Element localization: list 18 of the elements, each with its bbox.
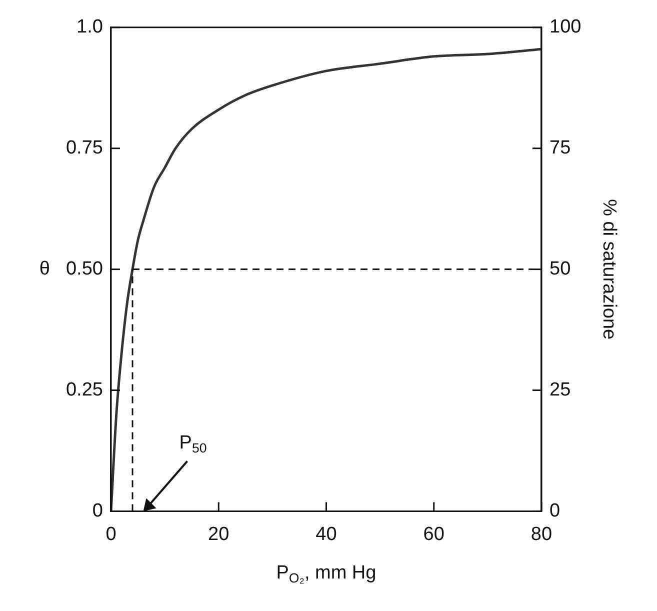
y2-tick-label: 75: [550, 138, 571, 159]
y2-tick-label: 50: [550, 258, 571, 280]
x-tick-label: 20: [208, 524, 230, 545]
y2-tick-label: 25: [550, 379, 571, 400]
y-tick-label: 0.50: [66, 258, 103, 280]
x-tick-label: 60: [423, 524, 444, 545]
y-tick-label: 0.75: [66, 138, 103, 159]
x-tick-label: 40: [316, 524, 337, 545]
y2-axis-title: % di saturazione: [598, 199, 620, 340]
y-tick-label: 1.0: [76, 16, 103, 38]
y-tick-label: 0: [92, 500, 103, 522]
line-series: [110, 48, 542, 512]
x-tick-label: 80: [530, 524, 552, 545]
x-tick-label: 0: [106, 524, 116, 545]
y-axis-title: θ: [39, 258, 50, 280]
y2-tick-label: 0: [550, 500, 560, 522]
y-tick-label: 0.25: [66, 379, 103, 400]
y2-tick-label: 100: [550, 16, 582, 38]
